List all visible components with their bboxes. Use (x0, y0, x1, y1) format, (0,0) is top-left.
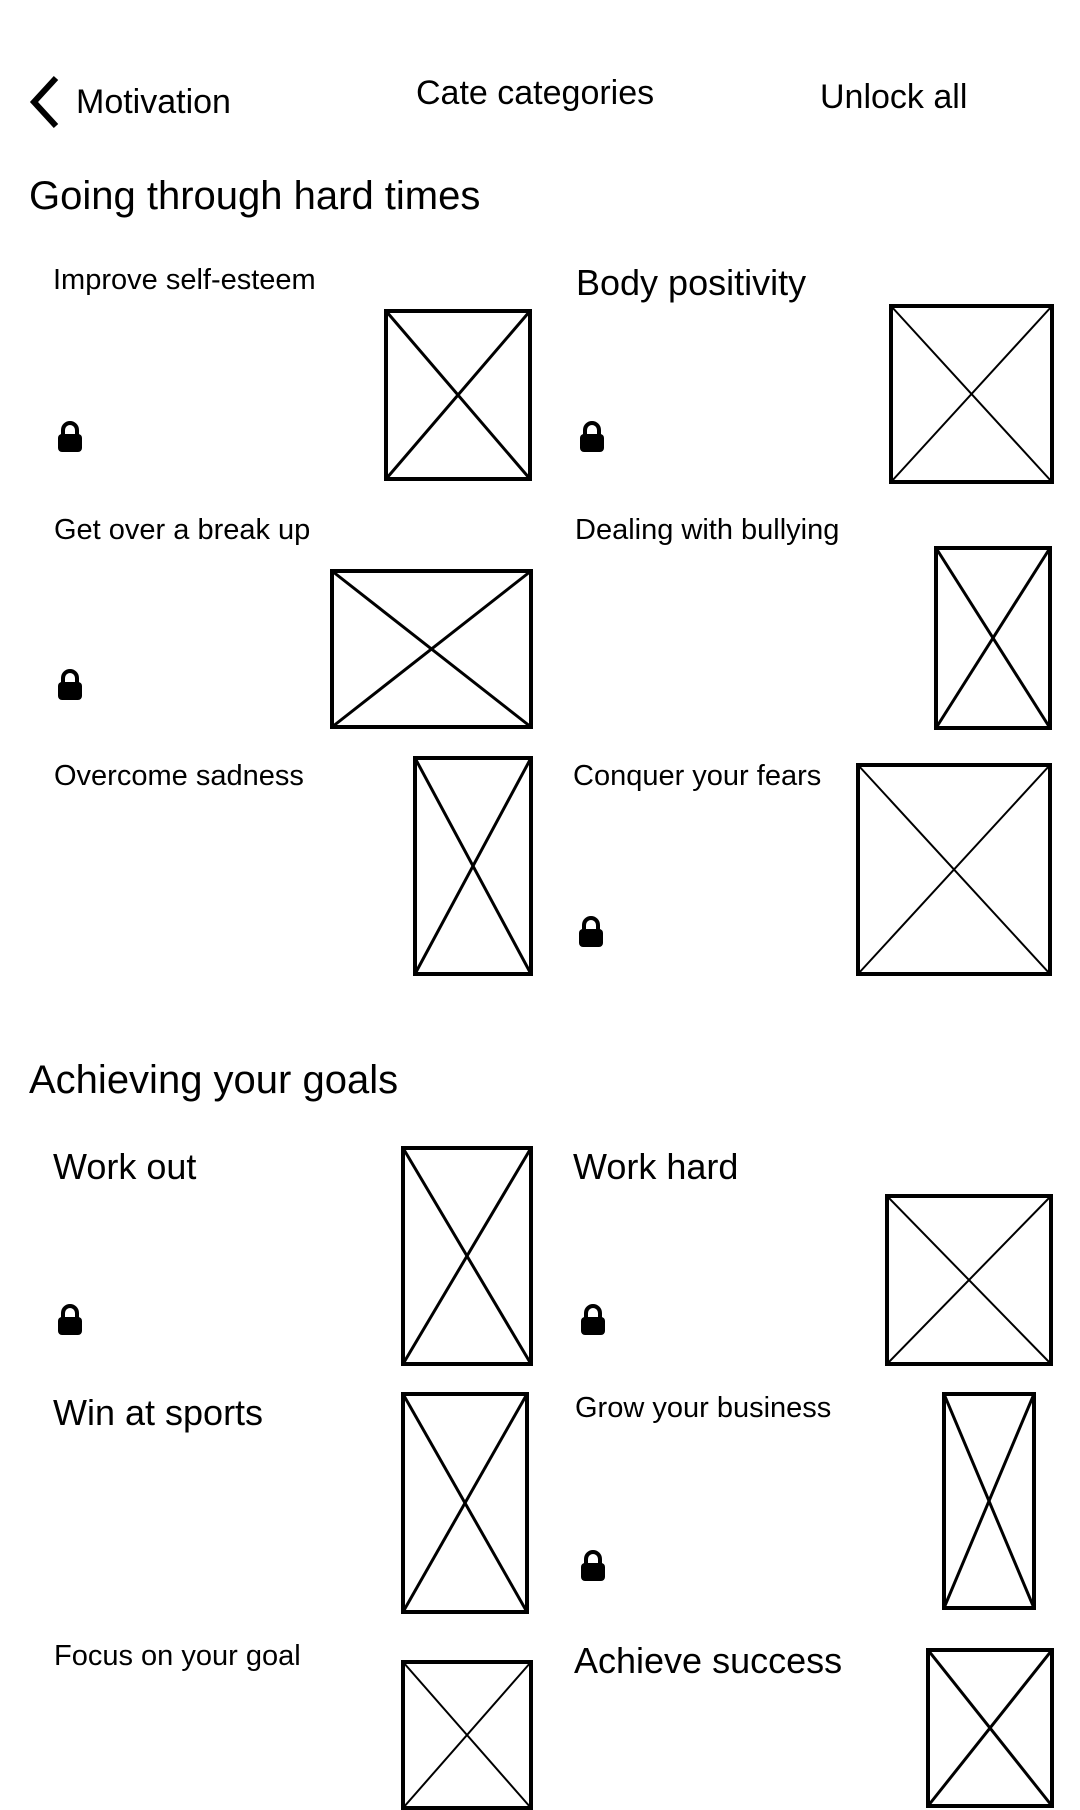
chevron-left-icon (28, 74, 62, 130)
card-label: Dealing with bullying (575, 514, 840, 546)
section-title-hard-times: Going through hard times (29, 174, 481, 218)
card-label: Work hard (573, 1146, 739, 1187)
section-title-achieving-goals: Achieving your goals (29, 1058, 399, 1102)
image-placeholder-icon (384, 309, 532, 481)
category-card-achieve-success[interactable]: Achieve success (574, 1640, 1055, 1808)
image-placeholder-icon (413, 756, 533, 976)
image-placeholder-icon (330, 569, 533, 729)
card-label: Get over a break up (54, 514, 311, 546)
category-card-get-over-break-up[interactable]: Get over a break up (54, 514, 534, 730)
card-label: Work out (53, 1146, 197, 1187)
page-title: Cate categories (416, 74, 655, 112)
category-card-work-out[interactable]: Work out (53, 1146, 533, 1366)
card-label: Focus on your goal (54, 1640, 301, 1672)
image-placeholder-icon (401, 1392, 529, 1614)
image-placeholder-icon (926, 1648, 1054, 1808)
back-label: Motivation (76, 82, 231, 121)
lock-icon (57, 421, 83, 453)
category-card-conquer-your-fears[interactable]: Conquer your fears (573, 760, 1055, 976)
image-placeholder-icon (942, 1392, 1036, 1610)
category-card-grow-your-business[interactable]: Grow your business (575, 1392, 1055, 1616)
category-card-focus-on-your-goal[interactable]: Focus on your goal (54, 1640, 534, 1810)
card-label: Body positivity (576, 262, 807, 303)
lock-icon (580, 1304, 606, 1336)
card-label: Overcome sadness (54, 760, 304, 792)
image-placeholder-icon (856, 763, 1052, 976)
unlock-all-button[interactable]: Unlock all (820, 78, 968, 116)
card-label: Achieve success (574, 1640, 843, 1681)
back-button[interactable]: Motivation (28, 72, 231, 132)
lock-icon (580, 1550, 606, 1582)
category-card-dealing-with-bullying[interactable]: Dealing with bullying (575, 514, 1055, 730)
lock-icon (579, 421, 605, 453)
lock-icon (57, 1304, 83, 1336)
category-card-work-hard[interactable]: Work hard (573, 1146, 1055, 1366)
image-placeholder-icon (934, 546, 1052, 730)
card-label: Improve self-esteem (53, 264, 316, 296)
card-label: Conquer your fears (573, 760, 822, 792)
category-card-body-positivity[interactable]: Body positivity (576, 262, 1054, 484)
image-placeholder-icon (885, 1194, 1053, 1366)
image-placeholder-icon (401, 1146, 533, 1366)
lock-icon (57, 669, 83, 701)
card-label: Win at sports (53, 1392, 264, 1433)
image-placeholder-icon (401, 1660, 533, 1810)
category-card-improve-self-esteem[interactable]: Improve self-esteem (53, 264, 533, 484)
category-card-overcome-sadness[interactable]: Overcome sadness (54, 756, 534, 976)
category-card-win-at-sports[interactable]: Win at sports (53, 1392, 533, 1616)
image-placeholder-icon (889, 304, 1054, 484)
card-label: Grow your business (575, 1392, 832, 1424)
lock-icon (578, 916, 604, 948)
